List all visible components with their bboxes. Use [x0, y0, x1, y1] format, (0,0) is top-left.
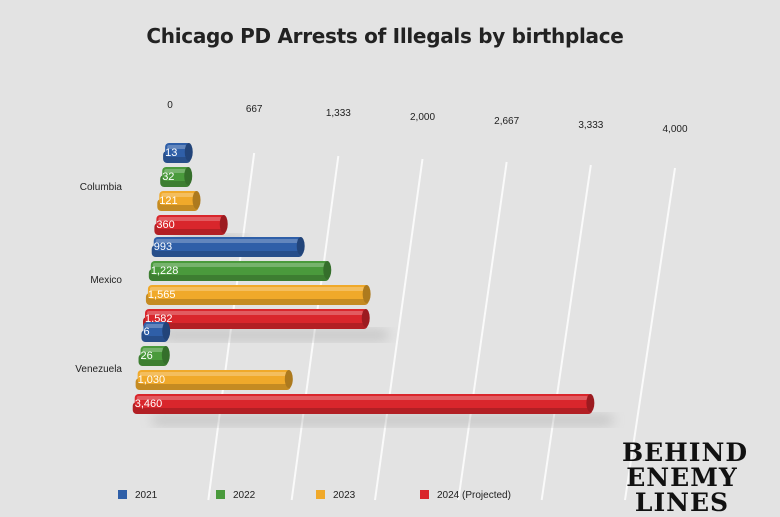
legend-item: 2021: [118, 490, 157, 501]
data-label: 13: [165, 147, 177, 159]
data-label: 360: [156, 219, 174, 231]
bar: [163, 143, 193, 163]
x-tick-label: 4,000: [662, 124, 687, 135]
bar: [154, 215, 228, 235]
x-axis-ticks: 0 667 1,333 2,000 2,667 3,333 4,000: [167, 100, 688, 135]
gridline: [457, 161, 508, 501]
watermark-line: ENEMY: [626, 463, 738, 492]
data-label: 1,565: [148, 289, 176, 301]
x-tick-label: 2,000: [410, 112, 435, 123]
bar: [143, 309, 370, 329]
data-label: 3,460: [135, 398, 163, 410]
legend-swatch: [316, 490, 325, 499]
legend-label: 2021: [135, 490, 158, 501]
category-label: Mexico: [90, 275, 122, 286]
bar: [132, 394, 595, 414]
legend-swatch: [420, 490, 429, 499]
data-label: 993: [154, 241, 172, 253]
chart-title: Chicago PD Arrests of Illegals by birthp…: [146, 24, 624, 48]
x-tick-label: 667: [246, 104, 263, 115]
legend-swatch: [216, 490, 225, 499]
data-label: 121: [159, 195, 177, 207]
legend-item: 2023: [316, 490, 355, 501]
gridline: [374, 158, 424, 501]
bar: [145, 285, 371, 305]
x-tick-label: 1,333: [326, 108, 351, 119]
data-label: 32: [162, 171, 174, 183]
bar: [141, 322, 171, 342]
bars: 13321213609931,2281,5651,5826261,0303,46…: [132, 143, 595, 414]
legend-label: 2024 (Projected): [437, 490, 511, 501]
category-label: Venezuela: [75, 364, 122, 375]
category-labels: Columbia Mexico Venezuela: [75, 182, 122, 375]
legend-item: 2024 (Projected): [420, 490, 511, 501]
x-tick-label: 2,667: [494, 116, 519, 127]
gridline: [540, 164, 592, 501]
category-label: Columbia: [80, 182, 123, 193]
watermark-line: BEHIND: [622, 438, 749, 467]
legend-item: 2022: [216, 490, 255, 501]
bar: [135, 370, 293, 390]
gridline: [624, 167, 676, 501]
watermark-line: LINES: [634, 488, 730, 517]
legend-label: 2023: [333, 490, 356, 501]
bar-shadow: [163, 331, 388, 339]
watermark-logo: BEHIND ENEMY LINES: [622, 438, 749, 517]
bar: [138, 346, 170, 366]
data-label: 1,030: [138, 374, 166, 386]
bar: [160, 167, 193, 187]
data-label: 6: [143, 326, 149, 338]
data-label: 1,228: [151, 265, 179, 277]
legend: 2021 2022 2023 2024 (Projected): [0, 490, 780, 510]
bar-shadow: [152, 416, 613, 424]
x-tick-label: 3,333: [578, 120, 603, 131]
bar: [148, 261, 332, 281]
legend-label: 2022: [233, 490, 256, 501]
bar: [151, 237, 305, 257]
data-label: 26: [141, 350, 153, 362]
bar: [157, 191, 201, 211]
x-tick-label: 0: [167, 100, 173, 111]
legend-swatch: [118, 490, 127, 499]
